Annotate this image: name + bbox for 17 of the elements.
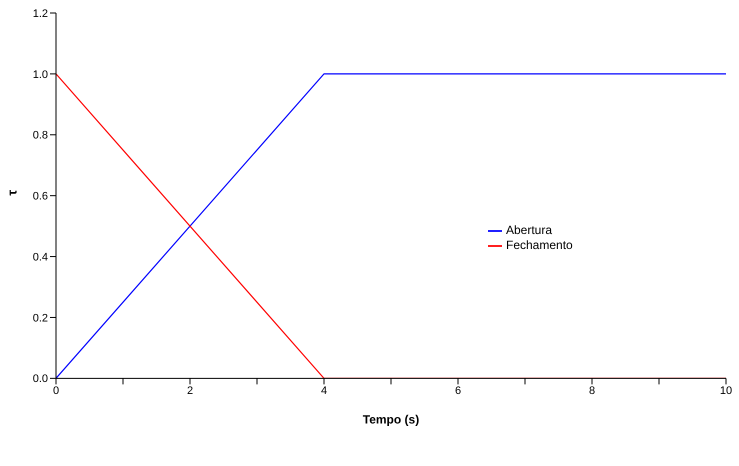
legend-label: Abertura bbox=[506, 223, 552, 237]
y-tick-label: 1.0 bbox=[32, 68, 48, 81]
y-axis-title: τ bbox=[4, 190, 20, 196]
y-tick-label: 0.6 bbox=[32, 190, 48, 203]
y-tick-label: 0.8 bbox=[32, 130, 48, 142]
y-tick-label: 0.2 bbox=[32, 312, 48, 324]
y-tick-label: 0.0 bbox=[32, 373, 48, 386]
x-tick-label: 8 bbox=[588, 385, 596, 398]
x-tick-label: 4 bbox=[320, 385, 328, 398]
x-tick-label: 0 bbox=[52, 385, 60, 398]
y-tick-label: 1.2 bbox=[32, 8, 48, 20]
x-tick-label: 10 bbox=[720, 385, 732, 398]
x-tick-label: 6 bbox=[454, 385, 462, 398]
x-axis-title: Tempo (s) bbox=[362, 412, 420, 426]
y-tick-label: 0.4 bbox=[32, 251, 48, 264]
x-tick-label: 2 bbox=[186, 385, 194, 398]
legend-label: Fechamento bbox=[506, 238, 573, 252]
